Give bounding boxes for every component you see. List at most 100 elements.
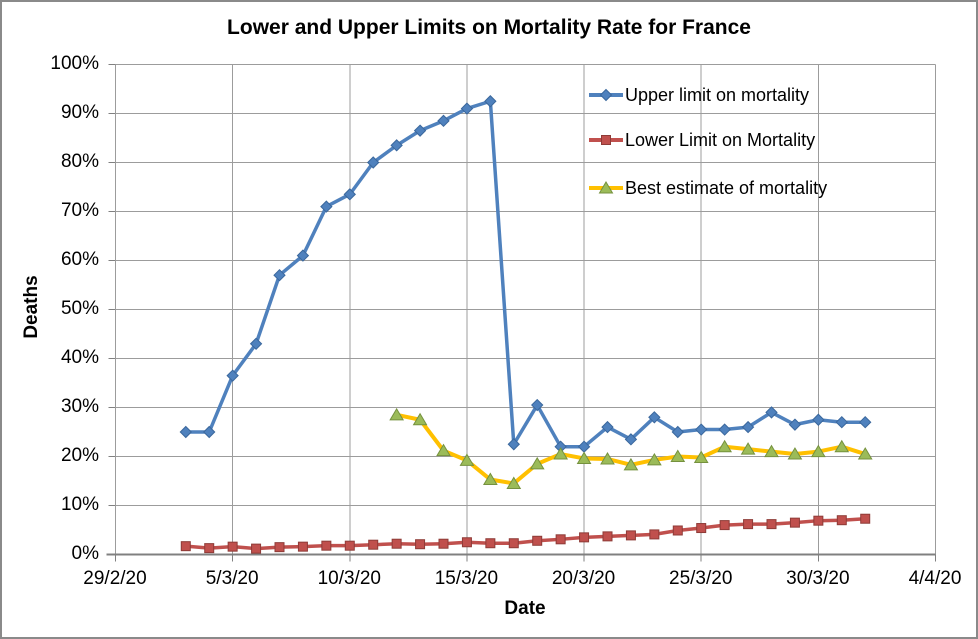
series-1-marker — [860, 513, 871, 524]
series-0-marker — [273, 268, 286, 282]
series-2-marker — [717, 439, 733, 453]
series-2-marker — [482, 472, 498, 486]
series-2-marker — [787, 447, 803, 460]
series-1-marker — [251, 543, 262, 554]
series-2-marker — [646, 452, 662, 466]
series-2-marker — [857, 447, 873, 460]
series-0-marker — [343, 188, 356, 201]
legend-marker-sample — [598, 181, 614, 194]
legend-entry-best-estimate: Best estimate of mortality — [588, 176, 827, 200]
series-1-marker — [696, 523, 707, 534]
series-1-marker — [532, 535, 543, 546]
series-2-marker — [623, 457, 639, 471]
x-tick-label: 10/3/20 — [317, 568, 381, 589]
legend-label: Lower Limit on Mortality — [625, 130, 816, 150]
series-0-marker — [249, 337, 263, 351]
series-2-marker — [529, 456, 545, 470]
series-2-marker — [600, 451, 615, 465]
series-1-marker — [719, 520, 730, 531]
x-tick-label: 4/4/20 — [908, 568, 962, 589]
series-0-marker — [601, 420, 614, 434]
series-0-marker — [437, 114, 450, 128]
series-1-marker — [368, 539, 379, 550]
series-0-marker — [179, 425, 192, 439]
series-1-marker — [227, 541, 238, 552]
series-1-marker — [461, 537, 472, 548]
series-1-marker — [180, 541, 191, 552]
series-2-marker — [506, 476, 522, 489]
series-1-marker — [438, 538, 449, 549]
lower-limit-legend-icon — [589, 135, 623, 145]
series-1-marker — [321, 540, 332, 551]
series-0-marker — [671, 425, 684, 439]
series-1-marker — [836, 515, 847, 526]
x-tick-label: 30/3/20 — [786, 568, 850, 589]
series-1-marker — [813, 515, 824, 526]
series-0-marker — [812, 413, 825, 426]
y-tick-label: 80% — [60, 151, 99, 172]
legend-marker-sample — [599, 88, 613, 102]
series-0-marker — [835, 415, 848, 429]
series-0-marker — [460, 102, 474, 115]
series-0-marker — [859, 415, 872, 429]
series-2-marker — [436, 443, 451, 457]
x-tick-label: 25/3/20 — [669, 568, 733, 589]
series-2-marker — [764, 444, 779, 458]
y-tick-label: 30% — [60, 396, 99, 417]
series-0-marker — [718, 423, 731, 436]
y-tick-label: 0% — [71, 543, 99, 564]
y-tick-label: 100% — [50, 53, 99, 74]
series-1-marker — [649, 529, 660, 540]
series-1-marker — [297, 541, 308, 552]
legend-entry-upper-limit: Upper limit on mortality — [588, 83, 809, 107]
series-0-marker — [484, 95, 497, 108]
series-0-marker — [203, 425, 216, 439]
series-0-marker — [367, 156, 380, 169]
x-tick-label: 5/3/20 — [205, 568, 259, 589]
series-1-marker — [415, 539, 426, 550]
x-axis-title: Date — [504, 598, 546, 619]
series-1-marker — [672, 525, 683, 536]
series-1-marker — [204, 543, 215, 554]
upper-limit-legend-icon — [589, 88, 623, 102]
y-tick-label: 10% — [60, 494, 99, 515]
series-2-marker — [693, 450, 709, 463]
series-2-marker — [810, 444, 826, 458]
series-0-marker — [788, 418, 802, 431]
series-1-marker — [625, 530, 636, 541]
y-tick-label: 40% — [60, 347, 99, 368]
x-tick-label: 15/3/20 — [434, 568, 499, 589]
series-1-line — [184, 516, 867, 551]
y-tick-label: 90% — [60, 102, 99, 123]
series-2-marker — [459, 453, 475, 466]
series-1-marker — [274, 542, 285, 553]
series-0-marker — [765, 406, 778, 419]
series-0-line — [184, 99, 867, 449]
series-2-marker — [412, 412, 428, 426]
series-0-marker — [624, 433, 638, 446]
legend-entry-lower-limit: Lower Limit on Mortality — [588, 128, 815, 152]
legend-label: Upper limit on mortality — [625, 85, 810, 105]
best-estimate-legend-icon — [589, 181, 623, 194]
x-tick-label: 29/2/20 — [83, 568, 147, 589]
x-tick-label: 20/3/20 — [551, 568, 616, 589]
series-1-marker — [789, 517, 800, 528]
series-1-marker — [555, 534, 566, 545]
series-0-marker — [531, 398, 544, 412]
series-1-marker — [344, 540, 355, 551]
chart-title: Lower and Upper Limits on Mortality Rate… — [227, 16, 751, 39]
series-2-marker — [834, 439, 850, 453]
series-0-marker — [507, 438, 520, 451]
series-0-marker — [390, 139, 403, 152]
series-1-marker — [508, 538, 519, 549]
series-0-marker — [296, 249, 310, 262]
series-1-marker — [743, 519, 754, 530]
y-tick-label: 60% — [60, 249, 99, 270]
series-0-marker — [648, 411, 661, 424]
y-tick-label: 70% — [60, 200, 99, 221]
series-1-marker — [391, 538, 402, 549]
series-0-marker — [320, 200, 333, 213]
series-1-marker — [602, 531, 613, 542]
legend-label: Best estimate of mortality — [625, 178, 828, 198]
